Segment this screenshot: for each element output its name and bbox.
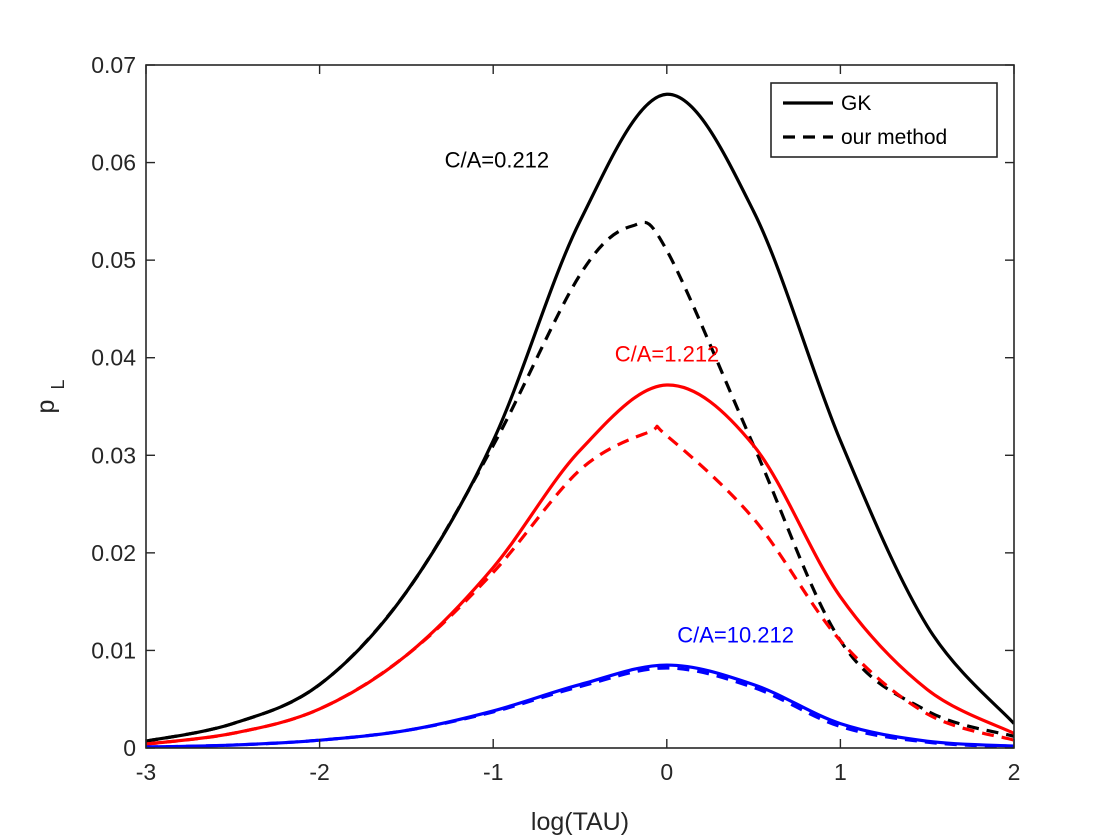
series-line-our-method-c-a-10-212 — [146, 666, 1014, 748]
y-tick-label: 0.05 — [91, 247, 136, 273]
legend-entry-label: our method — [841, 126, 947, 149]
x-tick-label: -2 — [309, 759, 329, 785]
y-tick-label: 0 — [123, 735, 136, 761]
annotation-label: C/A=0.212 — [445, 147, 550, 172]
legend-box — [770, 82, 998, 158]
y-tick-label: 0.04 — [91, 345, 136, 371]
series-layer — [146, 92, 1014, 748]
y-axis-label-subscript: L — [48, 379, 68, 389]
y-tick-label: 0.07 — [91, 52, 136, 78]
y-tick-label: 0.01 — [91, 637, 136, 663]
x-tick-label: 0 — [660, 759, 673, 785]
y-axis-label-group: pL — [32, 379, 68, 413]
y-tick-label: 0.02 — [91, 540, 136, 566]
x-tick-label: 2 — [1008, 759, 1021, 785]
y-axis-label: p — [32, 400, 60, 414]
x-axis-label: log(TAU) — [531, 808, 629, 836]
annotation-label: C/A=10.212 — [677, 623, 794, 648]
y-tick-label: 0.06 — [91, 150, 136, 176]
x-tick-label: -1 — [483, 759, 503, 785]
annotation-layer: C/A=0.212 C/A=1.212 C/A=10.212 — [445, 147, 794, 647]
plot-frame — [145, 64, 1015, 749]
x-tick-label: -3 — [136, 759, 156, 785]
y-tick-label: 0.03 — [91, 442, 136, 468]
legend: GK our method — [770, 82, 998, 158]
legend-entry-label: GK — [841, 92, 871, 115]
axes-layer: -3 -2 -1 0 1 2 0 0.01 0.02 0.03 0.04 0.05 0.06 0.07 lo… — [32, 52, 1020, 836]
annotation-label: C/A=1.212 — [615, 342, 720, 367]
x-tick-label: 1 — [834, 759, 847, 785]
